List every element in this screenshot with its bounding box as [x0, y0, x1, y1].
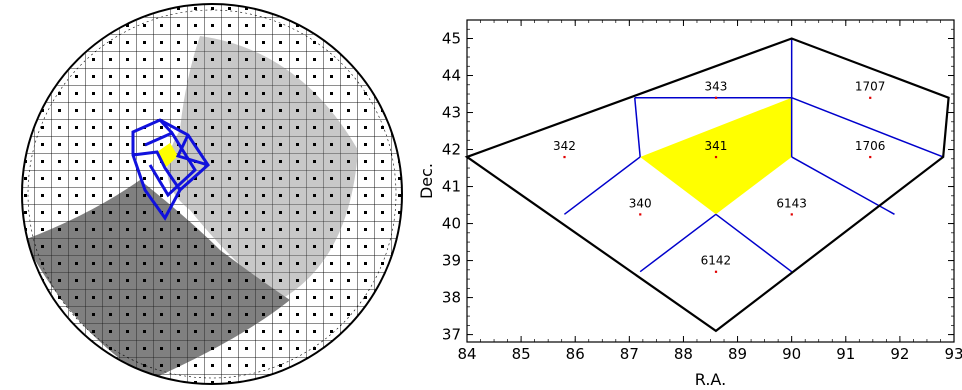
- y-tick-label: 42: [442, 141, 461, 159]
- pixel-edge: [791, 156, 895, 215]
- pixel-label: 340: [629, 196, 652, 210]
- pixel-center-dot: [563, 155, 566, 159]
- pixel-edge: [715, 213, 793, 273]
- pixel-label: 343: [704, 80, 727, 94]
- pixel-edge: [639, 213, 717, 273]
- x-tick-label: 84: [457, 345, 476, 363]
- pixel-center-dot: [790, 213, 793, 216]
- y-tick-label: 38: [442, 289, 461, 307]
- pixel-edge: [563, 156, 641, 215]
- pixel-center-dot: [639, 213, 642, 216]
- x-tick-label: 85: [512, 345, 531, 363]
- pixel-label: 341: [704, 139, 727, 153]
- x-tick-label: 89: [728, 345, 747, 363]
- x-tick-label: 86: [566, 345, 585, 363]
- x-tick-label: 92: [890, 345, 909, 363]
- pixel-center-dot: [714, 270, 718, 273]
- y-tick-label: 44: [442, 67, 461, 85]
- pixel-label: 6143: [776, 196, 807, 210]
- x-tick-label: 88: [674, 345, 693, 363]
- pixel-center-dot: [869, 96, 872, 99]
- pixel-label: 342: [553, 139, 576, 153]
- sphere-pixel-outline: [131, 118, 210, 221]
- y-tick-label: 37: [442, 326, 461, 344]
- y-tick-label: 43: [442, 104, 461, 122]
- pixel-edge: [791, 97, 944, 158]
- x-axis-label: R.A.: [695, 370, 726, 389]
- pixel-center-dot: [714, 96, 718, 99]
- pixel-label: 1706: [855, 139, 886, 153]
- y-tick-label: 45: [442, 30, 461, 48]
- x-tick-label: 87: [620, 345, 639, 363]
- pixel-center-dot: [869, 155, 872, 159]
- y-tick-label: 41: [442, 178, 461, 196]
- x-tick-label: 90: [782, 345, 801, 363]
- outer-boundary: [464, 37, 950, 333]
- y-tick-label: 39: [442, 252, 461, 270]
- x-tick-label: 91: [836, 345, 855, 363]
- x-tick-label: 93: [944, 345, 962, 363]
- pixel-label: 1707: [855, 80, 886, 94]
- pixel-center-dot: [714, 155, 718, 159]
- y-axis-label: Dec.: [417, 163, 436, 199]
- y-tick-label: 40: [442, 215, 461, 233]
- pixel-edge: [633, 97, 641, 158]
- pixel-label: 6142: [701, 254, 732, 268]
- healpix-sphere-icon: [21, 3, 403, 385]
